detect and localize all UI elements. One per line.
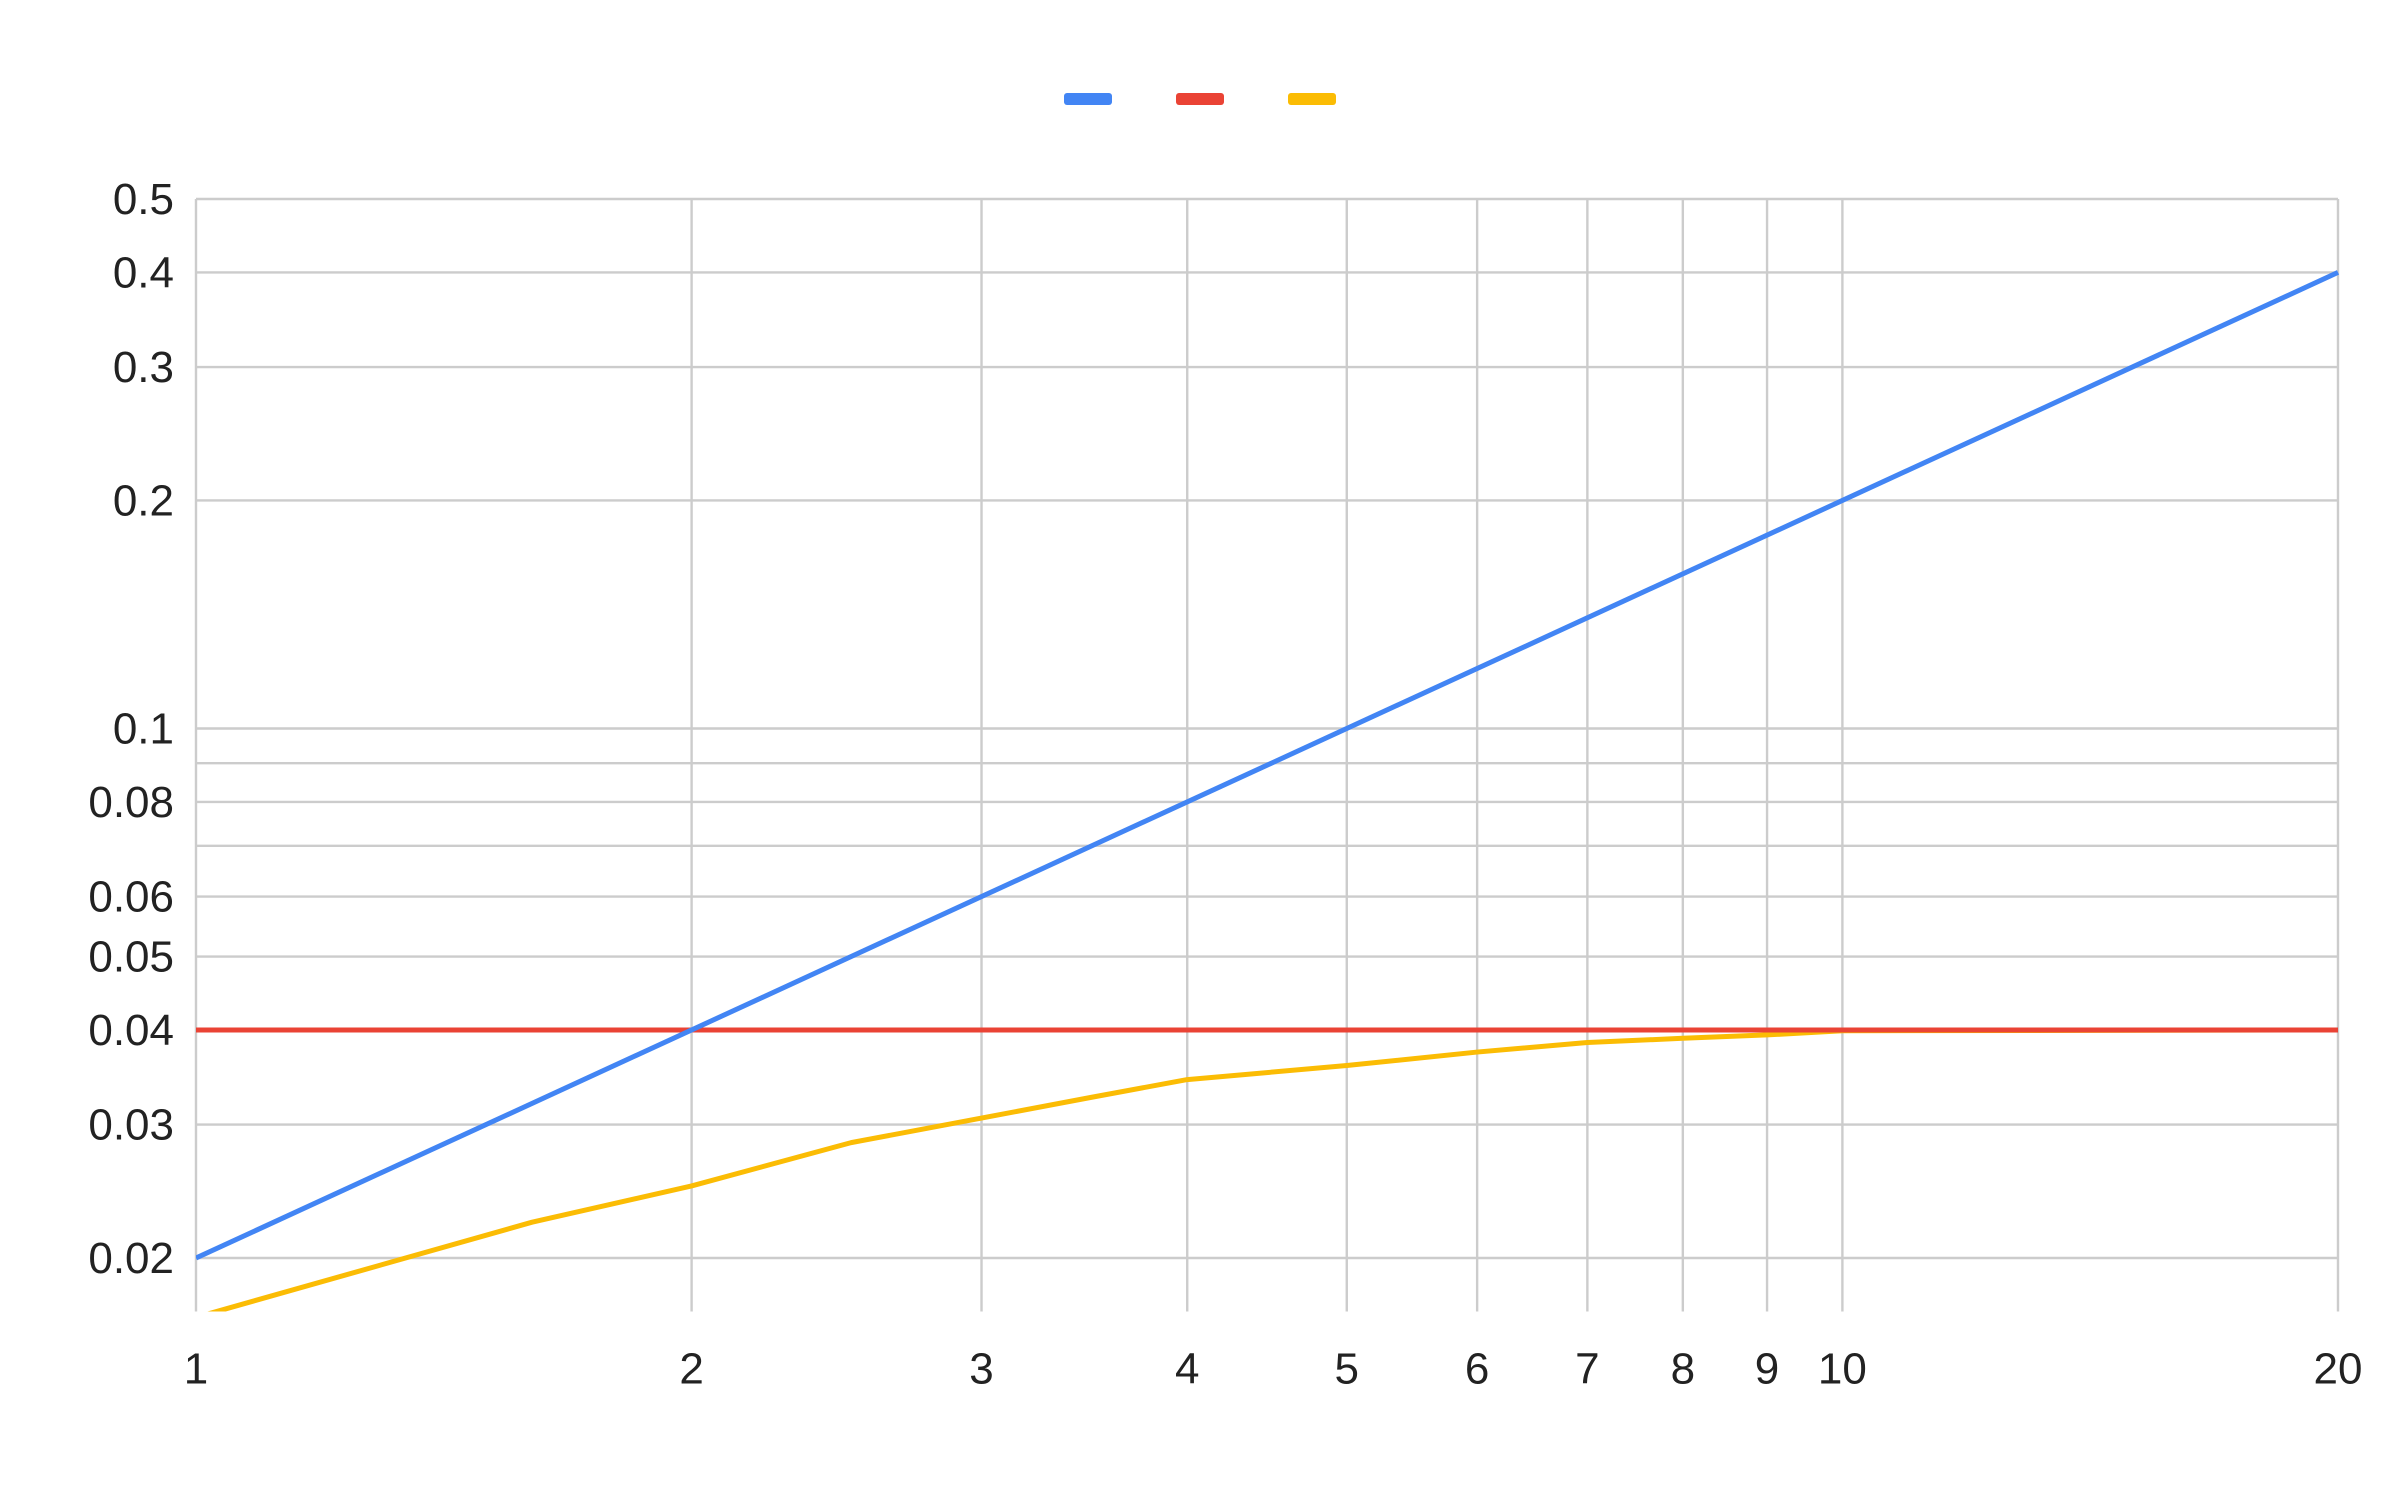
x-tick-label: 10 bbox=[1818, 1344, 1867, 1393]
y-tick-label: 0.04 bbox=[88, 1006, 174, 1055]
x-tick-label: 8 bbox=[1671, 1344, 1695, 1393]
y-tick-label: 0.03 bbox=[88, 1101, 174, 1150]
y-tick-label: 0.4 bbox=[113, 248, 174, 297]
x-tick-label: 2 bbox=[679, 1344, 703, 1393]
x-tick-label: 7 bbox=[1575, 1344, 1599, 1393]
x-tick-label: 20 bbox=[2314, 1344, 2363, 1393]
x-tick-label: 5 bbox=[1335, 1344, 1359, 1393]
x-tick-label: 1 bbox=[184, 1344, 208, 1393]
series-lines bbox=[196, 270, 2340, 1312]
y-tick-label: 0.2 bbox=[113, 476, 174, 525]
legend-swatch-3 bbox=[1288, 93, 1336, 105]
y-axis-tick-labels: 0.02 0.03 0.04 0.05 0.06 0.08 0.1 0.2 0.3 0.4 0.5 bbox=[88, 175, 174, 1283]
y-tick-label: 0.1 bbox=[113, 705, 174, 754]
y-tick-label: 0.08 bbox=[88, 778, 174, 827]
y-tick-label: 0.5 bbox=[113, 175, 174, 224]
legend-swatch-2 bbox=[1176, 93, 1224, 105]
y-tick-label: 0.06 bbox=[88, 873, 174, 922]
series-line-3 bbox=[207, 1027, 2339, 1312]
y-tick-label: 0.3 bbox=[113, 343, 174, 392]
x-axis-tick-labels: 1 2 3 4 5 6 7 8 9 10 20 bbox=[184, 1344, 2363, 1393]
x-tick-label: 9 bbox=[1755, 1344, 1779, 1393]
y-tick-label: 0.02 bbox=[88, 1234, 174, 1283]
y-tick-label: 0.05 bbox=[88, 933, 174, 982]
series-line-1 bbox=[196, 270, 2340, 1261]
legend bbox=[1064, 93, 1336, 105]
x-tick-label: 4 bbox=[1175, 1344, 1199, 1393]
x-tick-label: 3 bbox=[969, 1344, 993, 1393]
grid bbox=[194, 197, 2340, 1312]
legend-swatch-1 bbox=[1064, 93, 1112, 105]
x-tick-label: 6 bbox=[1465, 1344, 1489, 1393]
